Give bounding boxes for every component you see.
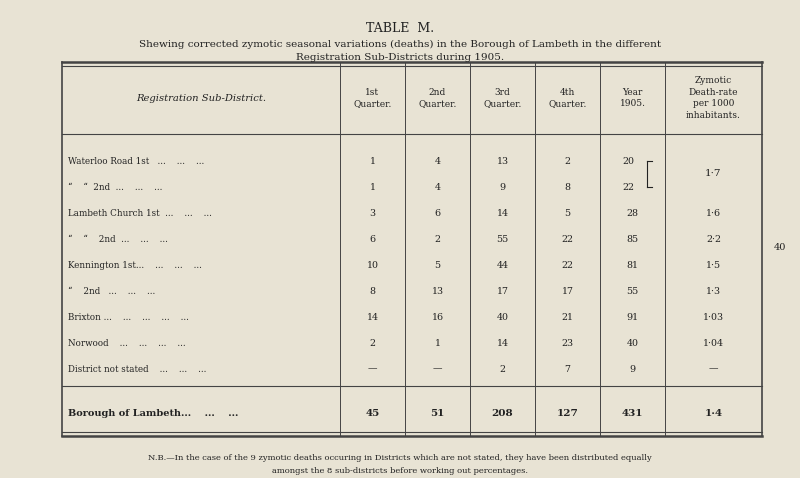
Text: 1st
Quarter.: 1st Quarter. — [354, 88, 392, 108]
Text: 51: 51 — [430, 409, 445, 417]
Text: 4th
Quarter.: 4th Quarter. — [548, 88, 586, 108]
Text: 55: 55 — [626, 286, 638, 295]
Text: —: — — [433, 365, 442, 373]
Text: 13: 13 — [497, 156, 509, 165]
Text: 40: 40 — [774, 242, 786, 251]
Text: 1: 1 — [370, 156, 375, 165]
Text: 2: 2 — [434, 235, 441, 243]
Text: Year
1905.: Year 1905. — [619, 88, 646, 108]
Text: 22: 22 — [622, 183, 634, 192]
Text: 2·2: 2·2 — [706, 235, 721, 243]
Text: 6: 6 — [434, 208, 441, 217]
Text: 81: 81 — [626, 261, 638, 270]
Text: 2: 2 — [370, 338, 375, 348]
Text: Waterloo Road 1st   ...    ...    ...: Waterloo Road 1st ... ... ... — [68, 156, 204, 165]
Text: 5: 5 — [434, 261, 441, 270]
Text: 5: 5 — [565, 208, 570, 217]
Text: 1·3: 1·3 — [706, 286, 721, 295]
Text: Zymotic
Death-rate
per 1000
inhabitants.: Zymotic Death-rate per 1000 inhabitants. — [686, 76, 741, 120]
Text: —: — — [368, 365, 378, 373]
Text: 44: 44 — [497, 261, 509, 270]
Text: TABLE  M.: TABLE M. — [366, 22, 434, 35]
Text: 8: 8 — [565, 183, 570, 192]
Text: 28: 28 — [626, 208, 638, 217]
Text: —: — — [709, 365, 718, 373]
Text: N.B.—In the case of the 9 zymotic deaths occuring in Districts which are not sta: N.B.—In the case of the 9 zymotic deaths… — [148, 454, 652, 462]
Text: 127: 127 — [557, 409, 578, 417]
Text: 4: 4 — [434, 183, 441, 192]
Text: 1·6: 1·6 — [706, 208, 721, 217]
Text: 40: 40 — [497, 313, 509, 322]
Text: District not stated    ...    ...    ...: District not stated ... ... ... — [68, 365, 206, 373]
Text: 3rd
Quarter.: 3rd Quarter. — [483, 88, 522, 108]
Text: 9: 9 — [499, 183, 506, 192]
Text: 22: 22 — [562, 261, 574, 270]
Text: 13: 13 — [431, 286, 443, 295]
Text: 2nd
Quarter.: 2nd Quarter. — [418, 88, 457, 108]
Text: 20: 20 — [622, 156, 634, 165]
Text: 1·03: 1·03 — [703, 313, 724, 322]
Text: 1·04: 1·04 — [703, 338, 724, 348]
Text: 3: 3 — [370, 208, 375, 217]
Text: 2: 2 — [565, 156, 570, 165]
Text: 1·4: 1·4 — [705, 409, 722, 417]
Text: “    “  2nd  ...    ...    ...: “ “ 2nd ... ... ... — [68, 183, 162, 192]
Text: 91: 91 — [626, 313, 638, 322]
Text: 1: 1 — [434, 338, 441, 348]
Text: 22: 22 — [562, 235, 574, 243]
Text: Kennington 1st...    ...    ...    ...: Kennington 1st... ... ... ... — [68, 261, 202, 270]
Text: 10: 10 — [366, 261, 378, 270]
Text: 45: 45 — [366, 409, 380, 417]
Text: Shewing corrected zymotic seasonal variations (deaths) in the Borough of Lambeth: Shewing corrected zymotic seasonal varia… — [139, 40, 661, 49]
Text: “    “    2nd  ...    ...    ...: “ “ 2nd ... ... ... — [68, 235, 168, 243]
Text: Registration Sub-District.: Registration Sub-District. — [136, 94, 266, 102]
Text: 431: 431 — [622, 409, 643, 417]
Text: 2: 2 — [499, 365, 506, 373]
Text: 16: 16 — [431, 313, 443, 322]
Text: 1: 1 — [370, 183, 375, 192]
Text: 1·7: 1·7 — [706, 170, 722, 178]
Text: 85: 85 — [626, 235, 638, 243]
Text: Lambeth Church 1st  ...    ...    ...: Lambeth Church 1st ... ... ... — [68, 208, 212, 217]
Text: 55: 55 — [496, 235, 509, 243]
Text: 23: 23 — [562, 338, 574, 348]
Text: 8: 8 — [370, 286, 375, 295]
Text: 7: 7 — [565, 365, 570, 373]
Text: 208: 208 — [492, 409, 514, 417]
Text: 14: 14 — [366, 313, 378, 322]
Text: Norwood    ...    ...    ...    ...: Norwood ... ... ... ... — [68, 338, 186, 348]
Text: 1·5: 1·5 — [706, 261, 721, 270]
Text: 40: 40 — [626, 338, 638, 348]
Text: 6: 6 — [370, 235, 375, 243]
Text: amongst the 8 sub-districts before working out percentages.: amongst the 8 sub-districts before worki… — [272, 467, 528, 475]
Text: Registration Sub-Districts during 1905.: Registration Sub-Districts during 1905. — [296, 53, 504, 62]
Text: 17: 17 — [497, 286, 509, 295]
Text: 14: 14 — [497, 208, 509, 217]
Text: 21: 21 — [562, 313, 574, 322]
Text: Borough of Lambeth...    ...    ...: Borough of Lambeth... ... ... — [68, 409, 238, 417]
Text: 17: 17 — [562, 286, 574, 295]
Text: “    2nd   ...    ...    ...: “ 2nd ... ... ... — [68, 286, 155, 295]
Text: 4: 4 — [434, 156, 441, 165]
Text: 9: 9 — [630, 365, 635, 373]
Text: 14: 14 — [497, 338, 509, 348]
Text: Brixton ...    ...    ...    ...    ...: Brixton ... ... ... ... ... — [68, 313, 189, 322]
